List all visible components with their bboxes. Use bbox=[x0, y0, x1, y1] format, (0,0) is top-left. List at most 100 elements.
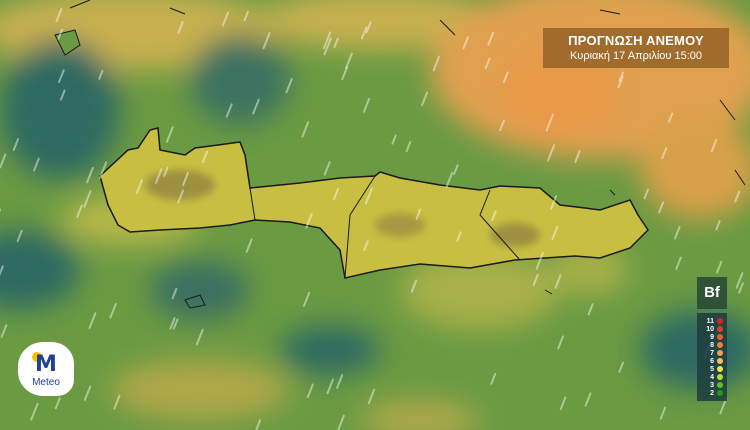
wind-arrow bbox=[453, 164, 459, 175]
wind-arrow bbox=[499, 119, 505, 132]
legend-level: 4 bbox=[697, 373, 727, 381]
wind-arrow bbox=[715, 260, 723, 274]
forecast-title: ΠΡΟΓΝΩΣΗ ΑΝΕΜΟΥ bbox=[568, 33, 704, 48]
wind-arrow bbox=[484, 57, 491, 70]
wind-arrow bbox=[658, 201, 665, 214]
wind-arrow bbox=[364, 187, 373, 205]
wind-arrow bbox=[715, 220, 721, 231]
legend-level: 3 bbox=[697, 381, 727, 389]
wind-arrow bbox=[643, 188, 649, 200]
legend-level-label: 6 bbox=[710, 357, 714, 365]
legend-color-dot bbox=[717, 358, 723, 364]
wind-arrow bbox=[98, 69, 104, 80]
wind-arrow bbox=[491, 210, 497, 222]
crete-island bbox=[99, 127, 649, 279]
wind-arrow bbox=[345, 52, 353, 70]
wind-arrow bbox=[86, 166, 94, 184]
legend-level: 11 bbox=[697, 317, 727, 325]
wind-arrow bbox=[322, 31, 332, 50]
legend-level-label: 9 bbox=[710, 333, 714, 341]
wind-arrow bbox=[172, 318, 179, 330]
beaufort-legend: 11 10 9 8 7 6 5 4 3 2 bbox=[697, 313, 727, 401]
wind-arrow bbox=[323, 161, 331, 176]
small-islands bbox=[54, 0, 746, 309]
wind-arrow bbox=[182, 171, 189, 186]
wind-arrow bbox=[405, 141, 412, 153]
legend-unit: Bf bbox=[697, 277, 727, 309]
wind-arrows bbox=[0, 8, 744, 430]
wind-arrow bbox=[58, 69, 65, 84]
wind-arrow bbox=[57, 28, 64, 40]
legend-color-dot bbox=[717, 342, 723, 348]
wind-arrow bbox=[550, 195, 558, 210]
wind-arrow bbox=[0, 265, 4, 276]
wind-arrow bbox=[617, 75, 624, 89]
wind-arrow bbox=[166, 126, 174, 143]
meteo-logo: M Meteo bbox=[18, 342, 74, 396]
forecast-title-box: ΠΡΟΓΝΩΣΗ ΑΝΕΜΟΥ Κυριακή 17 Απριλίου 15:0… bbox=[543, 28, 729, 68]
wind-arrow bbox=[98, 161, 108, 179]
wind-arrow bbox=[532, 273, 539, 286]
wind-arrow bbox=[16, 229, 23, 243]
wind-arrow bbox=[336, 374, 344, 389]
wind-arrow bbox=[243, 10, 249, 22]
wind-arrow bbox=[559, 396, 567, 411]
wind-arrow bbox=[490, 372, 497, 385]
wind-arrow bbox=[574, 150, 581, 164]
wind-arrow bbox=[659, 406, 667, 420]
wind-arrow bbox=[177, 189, 184, 204]
m-letter-icon: M bbox=[35, 352, 57, 377]
wind-arrow bbox=[667, 112, 674, 123]
wind-arrow bbox=[326, 378, 335, 395]
legend-level: 2 bbox=[697, 389, 727, 397]
wind-arrow bbox=[456, 231, 462, 242]
legend-level: 8 bbox=[697, 341, 727, 349]
legend-level-label: 11 bbox=[706, 317, 714, 325]
wind-arrow bbox=[163, 166, 169, 177]
wind-arrow bbox=[551, 225, 559, 240]
wind-arrow bbox=[225, 103, 233, 118]
wind-arrow bbox=[415, 208, 422, 220]
wind-arrow bbox=[109, 303, 117, 319]
legend-level-label: 7 bbox=[710, 349, 714, 357]
wind-arrow bbox=[557, 335, 564, 350]
wind-arrow bbox=[83, 190, 92, 208]
wind-arrow bbox=[360, 26, 368, 40]
wind-arrow bbox=[255, 419, 262, 430]
wind-arrow bbox=[135, 179, 143, 194]
legend-level: 10 bbox=[697, 325, 727, 333]
wind-arrow bbox=[33, 157, 40, 172]
wind-arrow bbox=[367, 388, 376, 405]
wind-arrow bbox=[306, 383, 314, 399]
legend-level: 9 bbox=[697, 333, 727, 341]
wind-arrow bbox=[301, 121, 310, 138]
wind-arrow bbox=[0, 153, 7, 169]
wind-arrow bbox=[30, 402, 39, 421]
wind-arrow bbox=[710, 138, 718, 153]
wind-arrow bbox=[169, 317, 176, 330]
wind-arrow bbox=[738, 282, 744, 294]
legend-color-dot bbox=[717, 366, 723, 372]
legend-color-dot bbox=[717, 334, 723, 340]
legend-color-dot bbox=[717, 350, 723, 356]
wind-arrow bbox=[285, 78, 293, 94]
wind-arrow bbox=[262, 32, 271, 50]
legend-level-label: 2 bbox=[710, 389, 714, 397]
wind-arrow bbox=[362, 97, 371, 113]
legend-level-label: 3 bbox=[710, 381, 714, 389]
wind-arrow bbox=[88, 312, 97, 330]
legend-level-label: 8 bbox=[710, 341, 714, 349]
wind-arrow bbox=[302, 291, 311, 307]
wind-arrow bbox=[55, 8, 63, 23]
wind-arrow bbox=[735, 272, 744, 289]
wind-arrow bbox=[76, 204, 83, 218]
wind-arrow bbox=[587, 303, 594, 316]
wind-arrow bbox=[410, 279, 418, 293]
legend-color-dot bbox=[717, 374, 723, 380]
wind-arrow bbox=[305, 212, 313, 229]
legend-color-dot bbox=[717, 318, 723, 324]
wind-arrow bbox=[462, 36, 470, 50]
wind-arrow bbox=[83, 385, 92, 401]
wind-arrow bbox=[252, 98, 260, 115]
